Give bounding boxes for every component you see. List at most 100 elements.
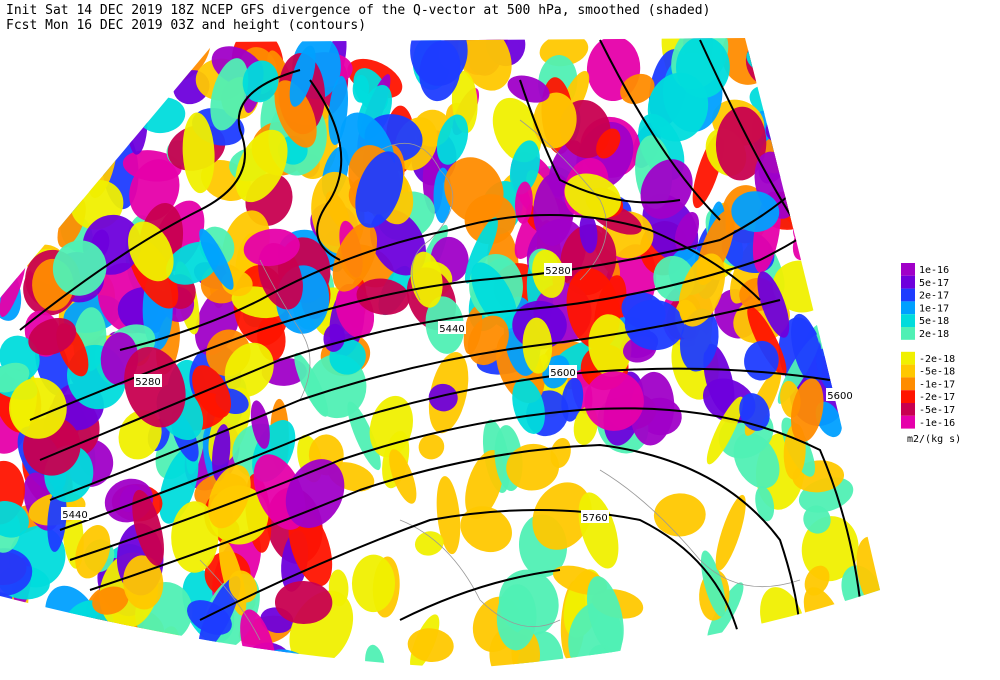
shade-blob <box>46 133 84 175</box>
legend-swatch <box>901 275 915 289</box>
shade-blob <box>2 73 57 146</box>
shade-blob <box>715 494 746 571</box>
shade-blob <box>122 150 182 182</box>
shade-blob <box>182 112 215 194</box>
shade-blob <box>47 485 67 552</box>
shade-blob <box>783 63 827 126</box>
legend-label: 2e-17 <box>919 291 949 302</box>
legend-label: -1e-17 <box>919 379 955 390</box>
shade-blob <box>803 505 831 534</box>
shade-blob <box>17 109 42 165</box>
shade-blob <box>0 652 28 668</box>
legend-label: -2e-18 <box>919 354 955 365</box>
shade-blob <box>444 157 504 223</box>
shade-blob <box>76 38 119 89</box>
shade-blob <box>192 365 231 418</box>
shade-blob <box>410 251 443 308</box>
legend-swatch <box>901 314 915 327</box>
shade-blob <box>514 181 533 224</box>
shade-blob <box>0 548 33 597</box>
shade-blob <box>0 624 33 668</box>
shade-blob <box>847 145 880 181</box>
shade-blob <box>428 383 458 412</box>
shade-blob <box>128 221 174 282</box>
legend-label: -5e-17 <box>919 405 955 416</box>
coastlines <box>199 119 801 641</box>
shade-blob <box>836 203 876 264</box>
contour-label-bg <box>134 374 162 387</box>
shade-blob <box>822 135 846 186</box>
contour-label-bg <box>581 510 609 523</box>
shade-blob <box>842 322 880 355</box>
height-contours <box>19 39 880 641</box>
shade-blob <box>124 347 186 428</box>
shade-blob <box>75 121 121 155</box>
shade-blob <box>828 39 880 112</box>
shade-blob <box>407 628 454 662</box>
shade-blob <box>715 106 767 181</box>
shade-blob <box>839 615 861 668</box>
legend-swatch <box>901 403 915 416</box>
shade-blob <box>674 212 700 251</box>
shade-blob <box>533 173 575 246</box>
shade-blob <box>328 75 349 145</box>
legend-label: -5e-18 <box>919 367 955 378</box>
shade-blob <box>0 91 19 133</box>
shade-blob <box>533 92 577 149</box>
shade-blob <box>465 450 504 520</box>
shade-blob <box>755 486 775 522</box>
shade-blob <box>817 126 852 162</box>
shade-blob <box>243 228 300 267</box>
contour-label: 5440 <box>62 510 87 521</box>
shade-blob <box>224 342 274 397</box>
legend-swatch <box>901 288 915 302</box>
shade-blob <box>68 47 114 109</box>
contour-label: 5600 <box>827 391 852 402</box>
shade-blob <box>235 129 288 203</box>
shade-blob <box>823 286 871 358</box>
shade-blob <box>850 69 880 124</box>
legend-swatch <box>901 327 915 340</box>
shade-blob <box>436 476 461 555</box>
header-line: Init Sat 14 DEC 2019 18Z NCEP GFS diverg… <box>6 3 710 18</box>
shade-blob <box>842 215 880 284</box>
shade-blob <box>785 130 831 168</box>
contour-label-bg <box>438 321 466 334</box>
legend-label: 5e-17 <box>919 278 949 289</box>
shade-blob <box>17 149 60 223</box>
shade-blob <box>72 638 122 668</box>
shade-blob <box>8 111 44 152</box>
shade-blob <box>0 73 35 152</box>
shade-blob <box>84 633 106 668</box>
shade-blob <box>844 228 880 310</box>
shade-blob <box>414 531 444 556</box>
shade-blob <box>288 507 333 587</box>
shade-blob <box>274 580 333 625</box>
shade-blob <box>830 295 868 366</box>
shade-blob <box>757 271 790 338</box>
shade-blob <box>875 131 918 203</box>
legend-swatch <box>901 390 915 403</box>
shade-blob <box>853 326 880 369</box>
shade-blob <box>47 72 72 103</box>
shade-blob <box>868 459 880 525</box>
shade-blob <box>675 38 730 99</box>
shade-blob <box>418 434 445 460</box>
shade-blob <box>1 75 60 143</box>
shade-blob <box>132 489 164 566</box>
shade-blob <box>109 90 139 124</box>
shade-blob <box>250 400 270 449</box>
shade-blob <box>436 114 469 165</box>
shade-blob <box>579 212 598 254</box>
shade-blob <box>44 73 70 144</box>
shade-blob <box>877 577 921 638</box>
shade-blob <box>596 128 621 159</box>
shade-blob <box>564 173 621 220</box>
shade-blob <box>506 443 560 491</box>
shade-blob <box>83 88 130 147</box>
contour-label: 5440 <box>439 324 464 335</box>
shade-blob <box>20 160 67 207</box>
shade-blob <box>92 586 129 615</box>
legend-label: -2e-17 <box>919 392 955 403</box>
